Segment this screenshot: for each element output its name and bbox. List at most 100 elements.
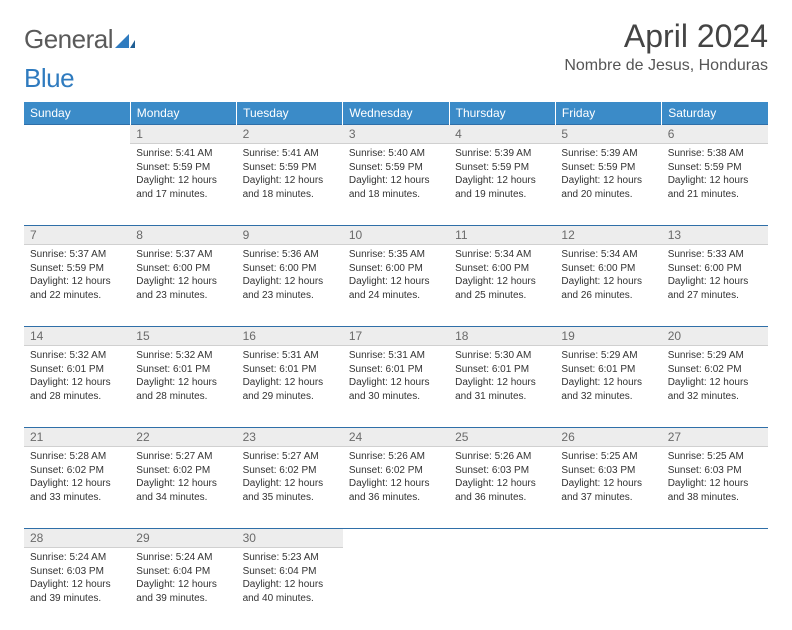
sunset-line: Sunset: 6:02 PM — [30, 464, 124, 478]
calendar-table: SundayMondayTuesdayWednesdayThursdayFrid… — [24, 102, 768, 630]
day-number: 12 — [555, 226, 661, 245]
sunset-line: Sunset: 6:02 PM — [243, 464, 337, 478]
daylight-line: Daylight: 12 hours and 35 minutes. — [243, 477, 337, 504]
day-cell — [662, 548, 768, 630]
day-number: 13 — [662, 226, 768, 245]
logo-sail-icon — [115, 24, 135, 55]
day-number: 10 — [343, 226, 449, 245]
sunrise-line: Sunrise: 5:40 AM — [349, 147, 443, 161]
day-number: 8 — [130, 226, 236, 245]
daylight-line: Daylight: 12 hours and 37 minutes. — [561, 477, 655, 504]
sunrise-line: Sunrise: 5:23 AM — [243, 551, 337, 565]
day-cell: Sunrise: 5:34 AMSunset: 6:00 PMDaylight:… — [555, 245, 661, 327]
daylight-line: Daylight: 12 hours and 18 minutes. — [243, 174, 337, 201]
sunset-line: Sunset: 6:01 PM — [561, 363, 655, 377]
daylight-line: Daylight: 12 hours and 30 minutes. — [349, 376, 443, 403]
month-title: April 2024 — [564, 18, 768, 55]
sunset-line: Sunset: 5:59 PM — [30, 262, 124, 276]
weekday-header-row: SundayMondayTuesdayWednesdayThursdayFrid… — [24, 102, 768, 125]
daylight-line: Daylight: 12 hours and 40 minutes. — [243, 578, 337, 605]
day-number-row: 78910111213 — [24, 226, 768, 245]
day-cell: Sunrise: 5:24 AMSunset: 6:03 PMDaylight:… — [24, 548, 130, 630]
day-number: 20 — [662, 327, 768, 346]
sunrise-line: Sunrise: 5:37 AM — [136, 248, 230, 262]
sunset-line: Sunset: 6:03 PM — [30, 565, 124, 579]
day-number: 3 — [343, 125, 449, 144]
day-cell: Sunrise: 5:41 AMSunset: 5:59 PMDaylight:… — [130, 144, 236, 226]
sunrise-line: Sunrise: 5:29 AM — [668, 349, 762, 363]
day-number: 17 — [343, 327, 449, 346]
day-number: 7 — [24, 226, 130, 245]
day-number — [449, 529, 555, 548]
sunrise-line: Sunrise: 5:26 AM — [349, 450, 443, 464]
day-number-row: 123456 — [24, 125, 768, 144]
day-number: 21 — [24, 428, 130, 447]
daylight-line: Daylight: 12 hours and 19 minutes. — [455, 174, 549, 201]
day-number: 23 — [237, 428, 343, 447]
day-number-row: 21222324252627 — [24, 428, 768, 447]
daylight-line: Daylight: 12 hours and 23 minutes. — [136, 275, 230, 302]
daylight-line: Daylight: 12 hours and 34 minutes. — [136, 477, 230, 504]
day-number: 28 — [24, 529, 130, 548]
sunrise-line: Sunrise: 5:41 AM — [243, 147, 337, 161]
daylight-line: Daylight: 12 hours and 38 minutes. — [668, 477, 762, 504]
sunrise-line: Sunrise: 5:41 AM — [136, 147, 230, 161]
daylight-line: Daylight: 12 hours and 18 minutes. — [349, 174, 443, 201]
sunset-line: Sunset: 6:00 PM — [455, 262, 549, 276]
day-cell: Sunrise: 5:39 AMSunset: 5:59 PMDaylight:… — [555, 144, 661, 226]
sunset-line: Sunset: 6:00 PM — [668, 262, 762, 276]
sunset-line: Sunset: 6:00 PM — [136, 262, 230, 276]
day-number: 5 — [555, 125, 661, 144]
daylight-line: Daylight: 12 hours and 24 minutes. — [349, 275, 443, 302]
day-cell: Sunrise: 5:25 AMSunset: 6:03 PMDaylight:… — [555, 447, 661, 529]
day-cell: Sunrise: 5:34 AMSunset: 6:00 PMDaylight:… — [449, 245, 555, 327]
day-cell: Sunrise: 5:31 AMSunset: 6:01 PMDaylight:… — [343, 346, 449, 428]
daylight-line: Daylight: 12 hours and 32 minutes. — [561, 376, 655, 403]
sunset-line: Sunset: 6:03 PM — [561, 464, 655, 478]
day-number: 18 — [449, 327, 555, 346]
sunset-line: Sunset: 5:59 PM — [349, 161, 443, 175]
sunset-line: Sunset: 6:03 PM — [455, 464, 549, 478]
day-cell: Sunrise: 5:27 AMSunset: 6:02 PMDaylight:… — [237, 447, 343, 529]
day-number: 4 — [449, 125, 555, 144]
sunset-line: Sunset: 6:01 PM — [136, 363, 230, 377]
daylight-line: Daylight: 12 hours and 17 minutes. — [136, 174, 230, 201]
logo: GeneralBlue — [24, 24, 135, 94]
sunrise-line: Sunrise: 5:29 AM — [561, 349, 655, 363]
day-cell: Sunrise: 5:29 AMSunset: 6:01 PMDaylight:… — [555, 346, 661, 428]
daylight-line: Daylight: 12 hours and 32 minutes. — [668, 376, 762, 403]
daylight-line: Daylight: 12 hours and 26 minutes. — [561, 275, 655, 302]
day-cell: Sunrise: 5:24 AMSunset: 6:04 PMDaylight:… — [130, 548, 236, 630]
day-number-row: 282930 — [24, 529, 768, 548]
sunrise-line: Sunrise: 5:34 AM — [561, 248, 655, 262]
daylight-line: Daylight: 12 hours and 25 minutes. — [455, 275, 549, 302]
logo-text: GeneralBlue — [24, 24, 135, 94]
sunset-line: Sunset: 6:04 PM — [243, 565, 337, 579]
day-number-row: 14151617181920 — [24, 327, 768, 346]
day-cell: Sunrise: 5:28 AMSunset: 6:02 PMDaylight:… — [24, 447, 130, 529]
header: GeneralBlue April 2024 Nombre de Jesus, … — [24, 18, 768, 94]
daylight-line: Daylight: 12 hours and 33 minutes. — [30, 477, 124, 504]
logo-word2: Blue — [24, 63, 74, 93]
sunset-line: Sunset: 6:00 PM — [561, 262, 655, 276]
sunrise-line: Sunrise: 5:25 AM — [668, 450, 762, 464]
sunset-line: Sunset: 6:01 PM — [243, 363, 337, 377]
day-content-row: Sunrise: 5:32 AMSunset: 6:01 PMDaylight:… — [24, 346, 768, 428]
day-number: 6 — [662, 125, 768, 144]
daylight-line: Daylight: 12 hours and 31 minutes. — [455, 376, 549, 403]
sunrise-line: Sunrise: 5:34 AM — [455, 248, 549, 262]
day-content-row: Sunrise: 5:41 AMSunset: 5:59 PMDaylight:… — [24, 144, 768, 226]
day-cell: Sunrise: 5:37 AMSunset: 6:00 PMDaylight:… — [130, 245, 236, 327]
day-number: 2 — [237, 125, 343, 144]
sunset-line: Sunset: 6:01 PM — [349, 363, 443, 377]
day-cell: Sunrise: 5:27 AMSunset: 6:02 PMDaylight:… — [130, 447, 236, 529]
daylight-line: Daylight: 12 hours and 27 minutes. — [668, 275, 762, 302]
day-number: 15 — [130, 327, 236, 346]
sunset-line: Sunset: 6:04 PM — [136, 565, 230, 579]
day-number: 1 — [130, 125, 236, 144]
sunset-line: Sunset: 5:59 PM — [561, 161, 655, 175]
location: Nombre de Jesus, Honduras — [564, 57, 768, 75]
day-cell: Sunrise: 5:37 AMSunset: 5:59 PMDaylight:… — [24, 245, 130, 327]
day-number: 26 — [555, 428, 661, 447]
sunset-line: Sunset: 5:59 PM — [243, 161, 337, 175]
